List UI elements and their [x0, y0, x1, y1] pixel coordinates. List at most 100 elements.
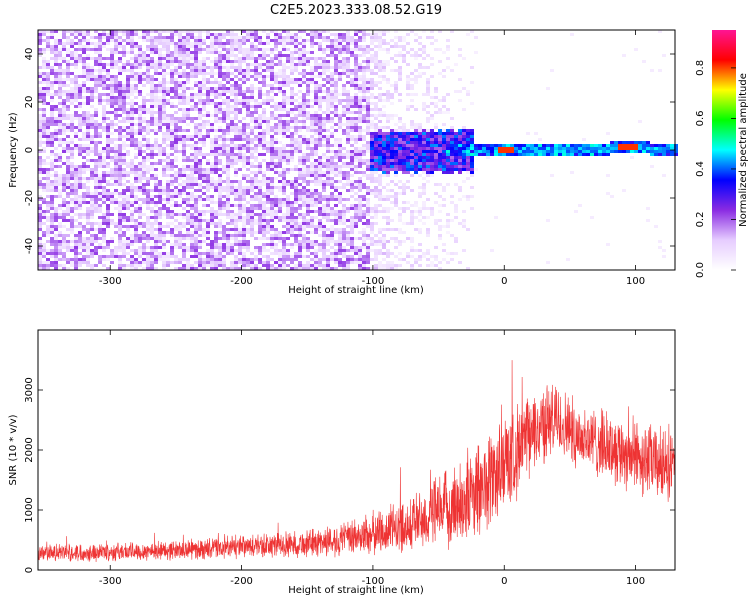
spectrogram-cell: [110, 192, 114, 195]
spectrogram-cell: [290, 66, 294, 69]
spectrogram-cell: [310, 147, 314, 150]
spectrogram-cell: [334, 174, 338, 177]
spectrogram-cell: [114, 36, 118, 39]
spectrogram-cell: [278, 123, 282, 126]
spectrogram-cell: [318, 207, 322, 210]
spectrogram-cell: [202, 180, 206, 183]
spectrogram-cell: [86, 246, 90, 249]
spectrogram-cell: [330, 78, 334, 81]
spectrogram-cell: [370, 171, 374, 174]
spectrogram-cell: [150, 93, 154, 96]
spectrogram-cell: [238, 201, 242, 204]
spectrogram-cell: [38, 243, 42, 246]
spectrogram-cell: [222, 258, 226, 261]
spectrogram-cell: [234, 90, 238, 93]
spectrogram-cell: [382, 114, 386, 117]
spectrogram-cell: [146, 225, 150, 228]
spectrogram-cell: [38, 228, 42, 231]
spectrogram-cell: [326, 45, 330, 48]
spectrogram-cell: [42, 96, 46, 99]
spectrogram-cell: [82, 195, 86, 198]
spectrogram-cell: [170, 90, 174, 93]
spectrogram-cell: [370, 69, 374, 72]
spectrogram-cell: [350, 150, 354, 153]
spectrogram-cell: [170, 102, 174, 105]
spectrogram-cell: [230, 192, 234, 195]
spectrogram-cell: [226, 189, 230, 192]
spectrogram-cell: [302, 69, 306, 72]
spectrogram-cell: [310, 45, 314, 48]
spectrogram-cell: [346, 153, 350, 156]
spectrogram-cell: [226, 33, 230, 36]
spectrogram-cell: [346, 231, 350, 234]
spectrogram-cell: [206, 228, 210, 231]
spectrogram-cell: [198, 108, 202, 111]
spectrogram-cell: [246, 168, 250, 171]
spectrogram-cell: [118, 249, 122, 252]
spectrogram-cell: [262, 255, 266, 258]
spectrogram-cell: [254, 159, 258, 162]
spectrogram-cell: [42, 189, 46, 192]
spectrogram-cell: [278, 249, 282, 252]
spectrogram-cell: [62, 126, 66, 129]
spectrogram-cell: [334, 216, 338, 219]
spectrogram-cell: [110, 51, 114, 54]
spectrogram-cell: [94, 195, 98, 198]
spectrogram-cell: [198, 159, 202, 162]
spectrogram-cell: [306, 84, 310, 87]
spectrogram-cell: [278, 153, 282, 156]
spectrogram-cell: [234, 54, 238, 57]
spectrogram-cell: [182, 165, 186, 168]
spectrogram-cell: [54, 75, 58, 78]
spectrogram-cell: [86, 255, 90, 258]
spectrogram-cell: [62, 72, 66, 75]
spectrogram-cell: [154, 87, 158, 90]
spectrogram-cell: [154, 216, 158, 219]
spectrogram-cell: [74, 183, 78, 186]
spectrogram-cell: [210, 150, 214, 153]
spectrogram-cell: [42, 231, 46, 234]
spectrogram-cell: [230, 228, 234, 231]
spectrogram-cell: [290, 231, 294, 234]
spectrogram-cell: [114, 144, 118, 147]
spectrogram-cell: [298, 63, 302, 66]
spectrogram-cell: [178, 168, 182, 171]
spectrogram-cell: [126, 219, 130, 222]
spectrogram-cell: [270, 159, 274, 162]
spectrogram-cell: [374, 264, 378, 267]
spectrogram-cell: [38, 249, 42, 252]
spectrogram-cell: [294, 48, 298, 51]
spectrogram-cell: [106, 138, 110, 141]
spectrogram-cell: [62, 99, 66, 102]
spectrogram-cell: [290, 243, 294, 246]
spectrogram-cell: [254, 126, 258, 129]
spectrogram-cell: [202, 153, 206, 156]
spectrogram-cell: [178, 57, 182, 60]
spectrogram-cell: [170, 72, 174, 75]
spectrogram-cell: [70, 171, 74, 174]
spectrogram-cell: [226, 138, 230, 141]
spectrogram-cell: [110, 255, 114, 258]
spectrogram-cell: [250, 45, 254, 48]
spectrogram-cell: [330, 144, 334, 147]
spectrogram-cell: [78, 177, 82, 180]
spectrogram-cell: [250, 93, 254, 96]
spectrogram-cell: [190, 204, 194, 207]
spectrogram-cell: [274, 177, 278, 180]
spectrogram-cell: [362, 264, 366, 267]
spectrogram-cell: [198, 72, 202, 75]
spectrogram-cell: [114, 51, 118, 54]
spectrogram-cell: [238, 57, 242, 60]
spectrogram-cell: [350, 39, 354, 42]
spectrogram-cell: [322, 84, 326, 87]
spectrogram-cell: [94, 87, 98, 90]
spectrogram-cell: [78, 138, 82, 141]
spectrogram-cell: [186, 45, 190, 48]
spectrogram-cell: [110, 48, 114, 51]
spectrogram-cell: [350, 84, 354, 87]
spectrogram-cell: [118, 126, 122, 129]
spectrogram-cell: [158, 228, 162, 231]
spectrogram-cell: [286, 162, 290, 165]
spectrogram-cell: [154, 78, 158, 81]
spectrogram-cell: [78, 102, 82, 105]
